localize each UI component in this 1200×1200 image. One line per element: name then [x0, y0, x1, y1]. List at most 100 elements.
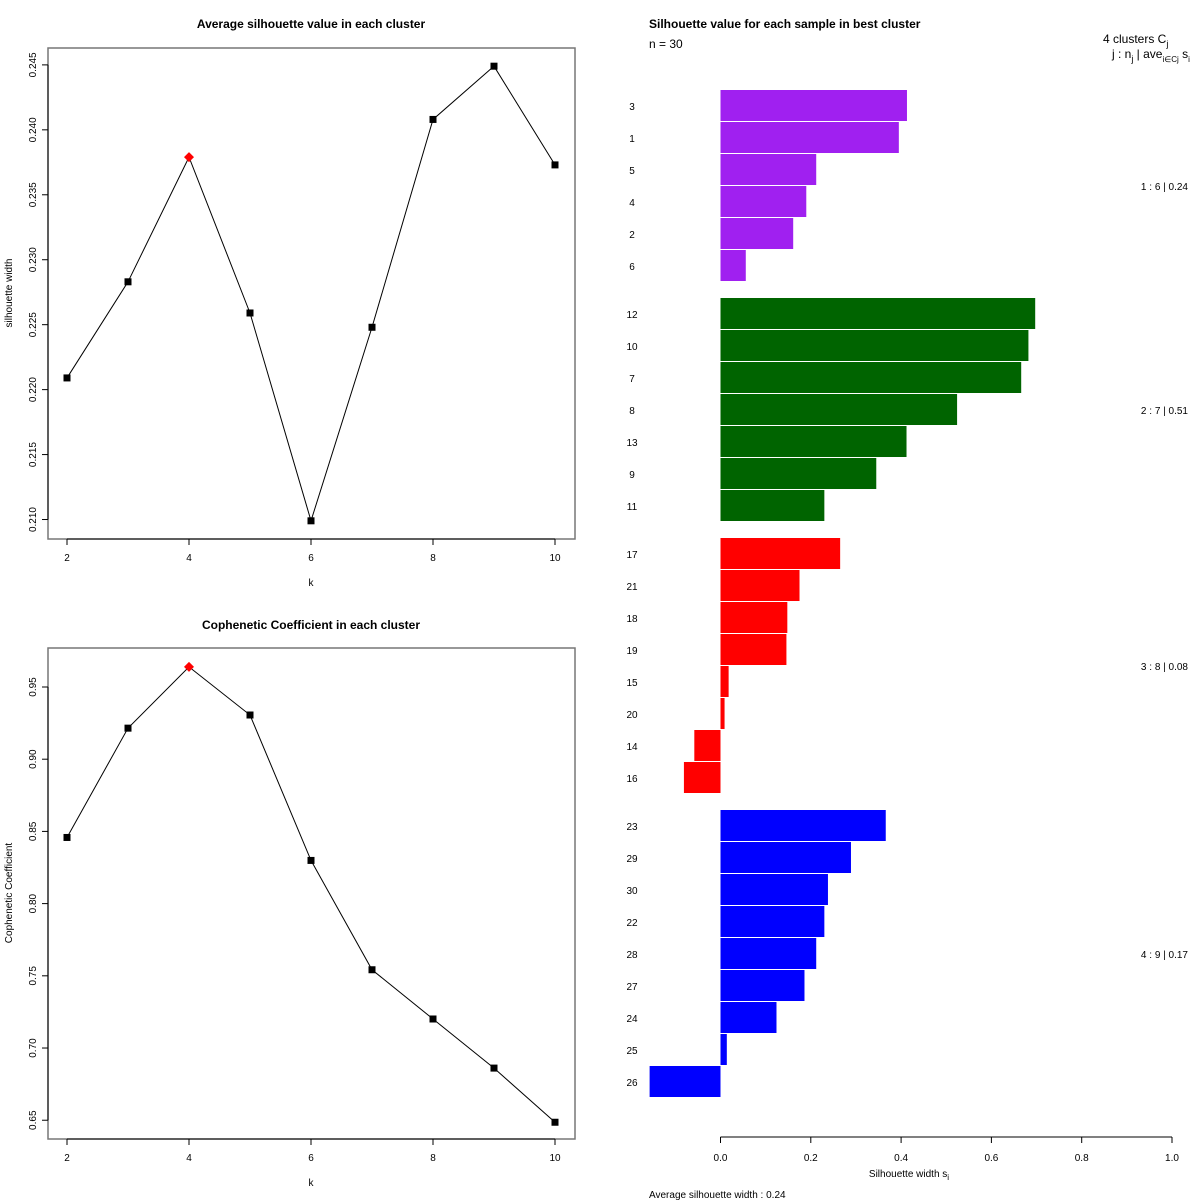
sample-label: 26 [626, 1078, 638, 1089]
sample-label: 28 [626, 950, 638, 961]
silhouette-bar [720, 1034, 727, 1065]
average-silhouette-width: Average silhouette width : 0.24 [649, 1190, 786, 1200]
data-point [124, 278, 132, 286]
data-point [490, 1064, 498, 1072]
y-tick-label: 0.225 [28, 312, 39, 337]
x-tick-label: 10 [549, 553, 561, 564]
data-point [490, 62, 498, 70]
chart-title: Silhouette value for each sample in best… [649, 17, 921, 31]
best-k-point [184, 152, 194, 163]
silhouette-bar [720, 362, 1022, 393]
plot-frame [47, 47, 576, 540]
cluster-legend-label: 4 : 9 | 0.17 [1141, 950, 1189, 961]
sample-label: 9 [629, 470, 635, 481]
silhouette-bar [649, 1066, 721, 1097]
cophenetic-line-chart: Cophenetic Coefficient in each cluster k… [4, 618, 576, 1189]
silhouette-bar [720, 298, 1036, 329]
silhouette-bar [720, 634, 787, 665]
y-axis: 0.210 0.215 0.220 0.225 0.230 0.235 0.240 0.245 [28, 52, 49, 532]
x-axis-label: Silhouette width si [869, 1169, 949, 1182]
x-tick-label: 0.8 [1075, 1153, 1089, 1164]
silhouette-bar [720, 186, 807, 217]
y-tick-label: 0.80 [28, 893, 39, 913]
x-tick-label: 0.0 [714, 1153, 728, 1164]
legend-header: 4 clusters Cj j : nj | avei∈Cj si [1103, 32, 1190, 64]
sample-label: 8 [629, 406, 635, 417]
cluster-4: 23 29 30 22 28 27 24 25 26 4 : 9 | 0.17 [626, 810, 1188, 1097]
cluster-1: 3 1 5 4 2 6 1 : 6 | 0.24 [629, 90, 1188, 281]
data-point [63, 833, 71, 841]
data-point [551, 161, 559, 169]
silhouette-bar [720, 426, 907, 457]
best-k-point [184, 661, 194, 672]
silhouette-bar-chart: Silhouette value for each sample in best… [626, 17, 1190, 1200]
sample-label: 2 [629, 230, 635, 241]
x-axis: 2 4 6 8 10 [64, 1138, 561, 1164]
y-tick-label: 0.85 [28, 821, 39, 841]
silhouette-bar [683, 762, 721, 793]
silhouette-bar [720, 250, 746, 281]
x-tick-label: 1.0 [1165, 1153, 1179, 1164]
y-axis-label: silhouette width [4, 259, 15, 328]
data-point [368, 966, 376, 974]
silhouette-bar [720, 874, 828, 905]
silhouette-bar [720, 154, 817, 185]
series-line [66, 65, 556, 523]
data-point [307, 517, 315, 525]
silhouette-bar [720, 970, 805, 1001]
silhouette-bar [720, 218, 794, 249]
x-axis-label: k [309, 578, 315, 589]
x-axis: 0.0 0.2 0.4 0.6 0.8 1.0 [714, 1136, 1179, 1164]
series [63, 661, 559, 1126]
x-tick-label: 0.2 [804, 1153, 818, 1164]
x-tick-label: 8 [430, 553, 436, 564]
chart-title: Average silhouette value in each cluster [197, 17, 426, 31]
sample-count: n = 30 [649, 37, 683, 51]
cluster-legend-label: 2 : 7 | 0.51 [1141, 406, 1189, 417]
sample-label: 30 [626, 886, 638, 897]
silhouette-bar [720, 458, 877, 489]
sample-label: 24 [626, 1014, 638, 1025]
data-point [124, 724, 132, 732]
y-tick-label: 0.245 [28, 52, 39, 77]
sample-label: 16 [626, 774, 638, 785]
x-tick-label: 2 [64, 553, 70, 564]
sample-label: 7 [629, 374, 635, 385]
data-point [551, 1118, 559, 1126]
sample-label: 1 [629, 134, 635, 145]
sample-label: 23 [626, 822, 638, 833]
y-tick-label: 0.90 [28, 749, 39, 769]
cluster-legend-label: 1 : 6 | 0.24 [1141, 182, 1189, 193]
silhouette-bar [720, 570, 800, 601]
cluster-3: 17 21 18 19 15 20 14 16 3 : 8 | 0.08 [626, 538, 1188, 793]
sample-label: 5 [629, 166, 635, 177]
sample-label: 10 [626, 342, 638, 353]
sample-label: 21 [626, 582, 638, 593]
silhouette-bar [720, 1002, 777, 1033]
legend-header-line2: j : nj | avei∈Cj si [1111, 47, 1190, 64]
cluster-legend-label: 3 : 8 | 0.08 [1141, 662, 1189, 673]
chart-title: Cophenetic Coefficient in each cluster [202, 618, 420, 632]
silhouette-bar [720, 538, 841, 569]
sample-label: 29 [626, 854, 638, 865]
x-tick-label: 6 [308, 553, 314, 564]
x-tick-label: 4 [186, 553, 192, 564]
data-point [429, 115, 437, 123]
x-tick-label: 8 [430, 1153, 436, 1164]
sample-label: 25 [626, 1046, 638, 1057]
silhouette-bar [720, 122, 899, 153]
y-axis-label: Cophenetic Coefficient [4, 843, 15, 944]
sample-label: 22 [626, 918, 638, 929]
sample-label: 4 [629, 198, 635, 209]
legend-header-line1: 4 clusters Cj [1103, 32, 1168, 49]
silhouette-bar [720, 906, 825, 937]
silhouette-bar [720, 938, 817, 969]
y-tick-label: 0.70 [28, 1038, 39, 1058]
sample-label: 6 [629, 262, 635, 273]
y-tick-label: 0.95 [28, 677, 39, 697]
sample-label: 15 [626, 678, 638, 689]
silhouette-line-chart: Average silhouette value in each cluster… [4, 17, 576, 589]
x-tick-label: 10 [549, 1153, 561, 1164]
